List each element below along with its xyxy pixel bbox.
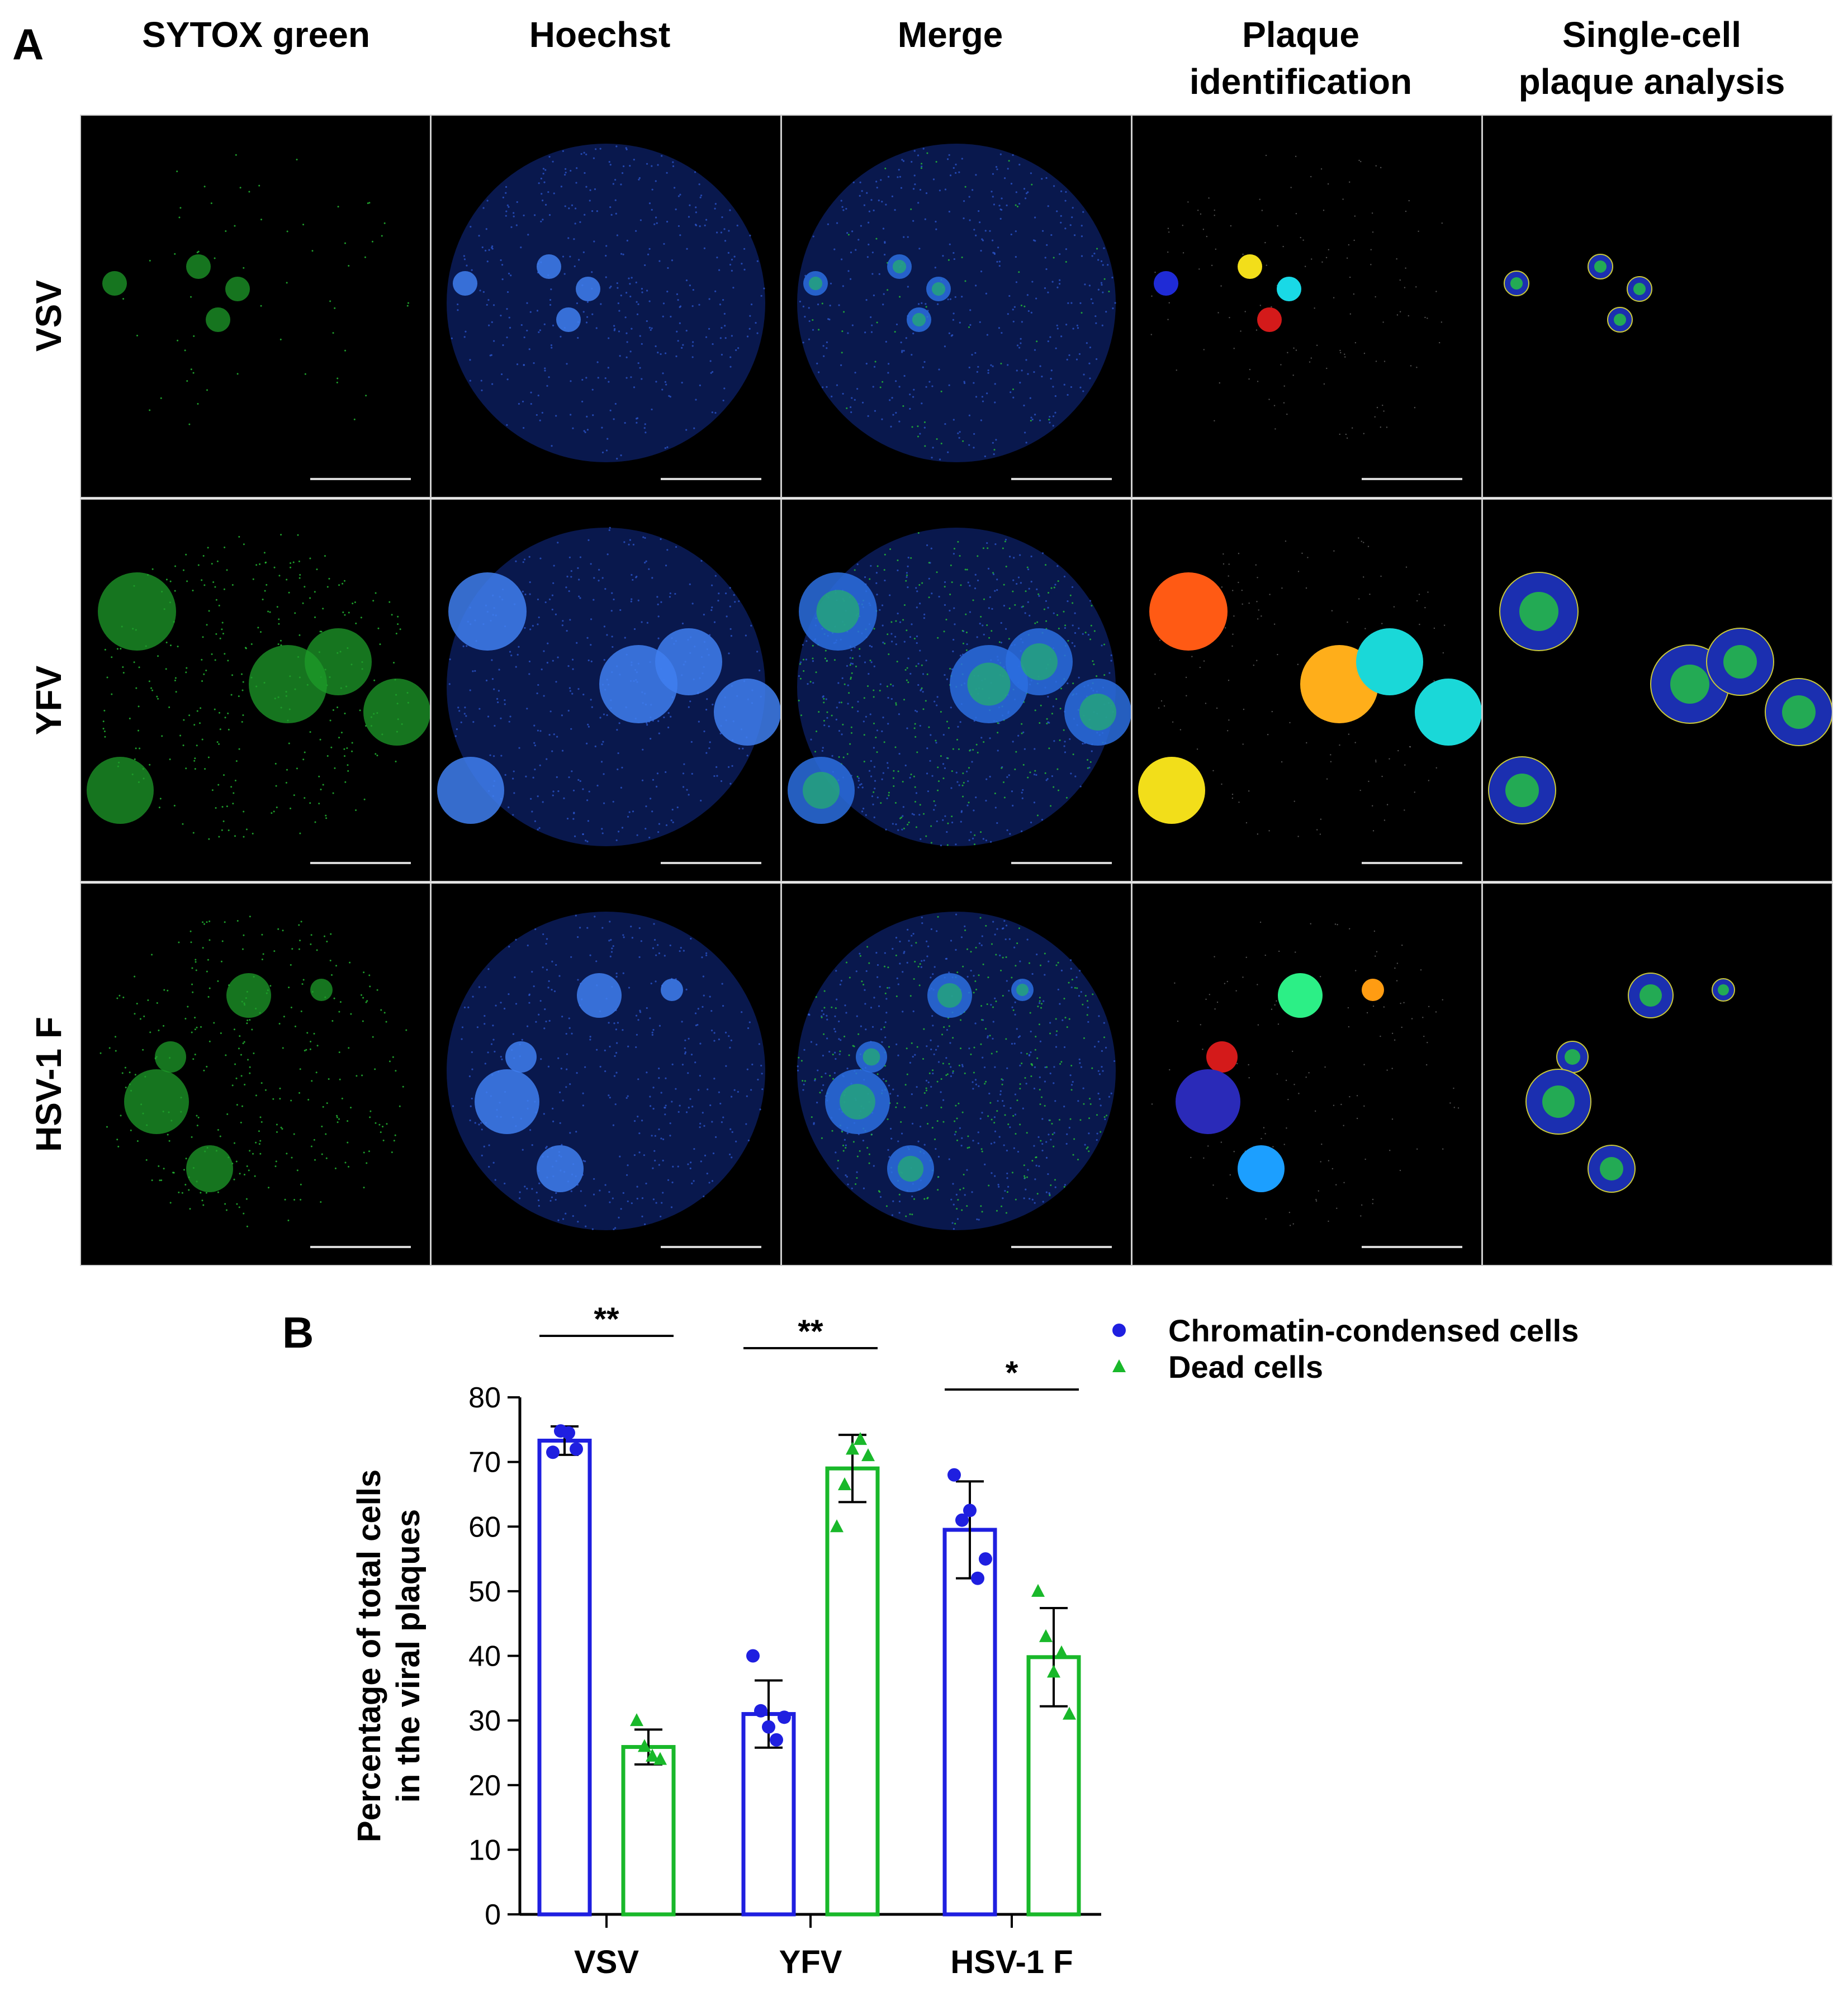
data-point-triangle [653,1752,667,1765]
micrograph-r1-c2 [430,115,781,498]
panel-b-letter: B [282,1308,314,1357]
micrograph-r1-c3 [781,115,1132,498]
panel-a-letter: A [12,20,44,69]
data-point-circle [754,1704,767,1718]
data-point-circle [963,1504,977,1518]
micrograph-r1-c5 [1482,115,1833,498]
data-point-circle [746,1649,760,1663]
data-point-circle [570,1442,583,1456]
significance-label: ** [594,1301,619,1338]
y-tick-label: 10 [468,1834,501,1866]
significance-label: * [1006,1355,1018,1391]
data-point-triangle [846,1442,859,1455]
legend-marker-triangle [1112,1359,1126,1372]
y-tick-label: 60 [468,1511,501,1543]
y-tick-label: 20 [468,1770,501,1802]
bar-0-0 [537,1438,592,1917]
micrograph-r2-c3 [781,499,1132,882]
col-header-sytox: SYTOX green [80,11,432,58]
row-label-vsv: VSV [29,279,69,352]
col-header-hoechst-line: Hoechst [529,15,671,55]
data-point-triangle [1047,1665,1060,1678]
bar-1-0 [621,1745,676,1917]
y-tick-label: 70 [468,1447,501,1479]
micrograph-r3-c4 [1131,883,1482,1266]
legend-label: Chromatin-condensed cells [1168,1313,1579,1348]
data-point-circle [778,1710,791,1724]
micrograph-r3-c1 [80,883,431,1266]
data-point-triangle [646,1748,659,1762]
y-tick-label: 30 [468,1705,501,1737]
data-point-triangle [838,1477,851,1491]
row-label-yfv: YFV [29,665,69,736]
micrograph-r2-c4 [1131,499,1482,882]
y-axis-label-line: Percentage of total cells [351,1469,387,1842]
col-header-plaque-line-2: identification [1189,61,1413,102]
micrograph-r1-c1 [80,115,431,498]
legend-label: Dead cells [1168,1349,1323,1384]
col-header-plaque-identification: Plaque identification [1125,11,1477,105]
col-header-merge: Merge [774,11,1126,58]
col-header-sytox-line: SYTOX green [142,15,370,55]
bar-1-1 [825,1466,880,1917]
data-point-circle [971,1571,984,1585]
data-point-triangle [1063,1706,1076,1720]
micrograph-r2-c5 [1482,499,1833,882]
y-axis-label-line: in the viral plaques [390,1509,427,1803]
col-header-single-cell-line-1: Single-cell [1562,15,1742,55]
col-header-single-cell-line-2: plaque analysis [1518,61,1785,102]
y-tick-label: 50 [468,1576,501,1608]
micrograph-r2-c2 [430,499,781,882]
row-label-hsv1f: HSV-1 F [29,1017,69,1152]
micrograph-r1-c4 [1131,115,1482,498]
bar-0-2 [942,1528,997,1917]
data-point-circle [562,1426,575,1440]
x-category-label: YFV [779,1944,842,1980]
data-point-triangle [861,1448,875,1462]
data-point-circle [979,1552,992,1566]
col-header-merge-line: Merge [897,15,1003,55]
micrograph-r3-c3 [781,883,1132,1266]
y-tick-label: 80 [468,1382,501,1414]
data-point-circle [947,1468,961,1482]
micrograph-r2-c1 [80,499,431,882]
data-point-triangle [854,1432,867,1445]
data-point-circle [770,1733,783,1747]
y-tick-label: 40 [468,1640,501,1673]
legend-marker-circle [1112,1324,1126,1337]
significance-label: ** [798,1314,823,1350]
data-point-triangle [1031,1583,1045,1597]
x-category-label: VSV [574,1944,639,1980]
data-point-circle [955,1513,969,1527]
data-point-triangle [630,1713,643,1727]
y-tick-label: 0 [485,1899,501,1931]
col-header-hoechst: Hoechst [424,11,776,58]
data-point-circle [762,1720,775,1734]
x-category-label: HSV-1 F [950,1944,1073,1980]
data-point-triangle [1055,1645,1068,1658]
data-point-circle [546,1445,560,1459]
y-axis-label: Percentage of total cellsin the viral pl… [351,1469,427,1842]
micrograph-r3-c5 [1482,883,1833,1266]
col-header-plaque-line-1: Plaque [1242,15,1359,55]
micrograph-r3-c2 [430,883,781,1266]
bar-chart: 0 10 20 30 40 50 60 70 80 Percentage of total cel… [351,1301,1579,1980]
data-point-triangle [830,1519,844,1533]
data-point-triangle [638,1739,651,1752]
col-header-single-cell: Single-cell plaque analysis [1476,11,1828,105]
data-point-triangle [1039,1629,1053,1642]
